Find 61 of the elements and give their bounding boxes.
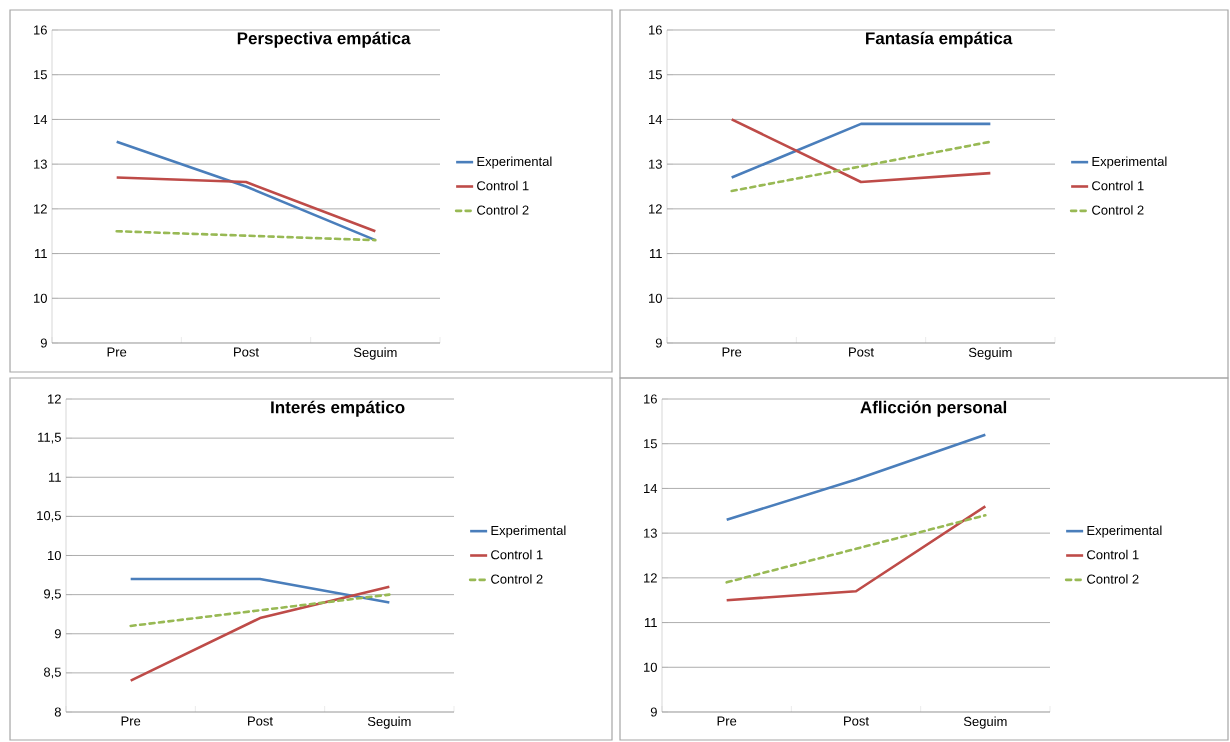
y-tick-label: 12 [34,204,47,214]
chart-title: Aflicción personal [860,400,1007,417]
y-tick-label: 10 [649,293,662,303]
y-tick-label: 13 [649,159,662,169]
y-tick-label: 13 [644,528,657,538]
legend-label: Control 1 [1087,549,1139,560]
y-tick-label: 11 [644,618,657,628]
y-tick-label: 16 [649,25,662,35]
y-tick-label: 9 [650,707,657,717]
y-tick-label: 10,5 [37,511,61,522]
y-tick-label: 16 [644,394,657,404]
y-tick-label: 15 [644,439,657,449]
x-tick-label: Seguim [367,716,411,729]
legend-label: Experimental [1092,156,1167,169]
x-tick-label: Seguim [353,347,397,360]
y-tick-label: 14 [34,114,48,124]
legend-label: Control 2 [1092,205,1144,215]
y-tick-label: 15 [649,70,662,80]
legend-label: Control 1 [1092,180,1144,191]
legend-label: Control 1 [477,180,529,191]
y-tick-label: 14 [649,114,663,124]
y-tick-label: 16 [34,25,47,35]
legend-label: Experimental [1087,525,1162,538]
x-tick-label: Seguim [968,347,1012,360]
x-tick-label: Pre [121,716,141,726]
y-tick-label: 9,5 [44,589,61,600]
y-tick-label: 8,5 [43,667,61,679]
legend-label: Control 2 [477,205,529,215]
y-tick-label: 11 [48,472,61,482]
x-tick-label: Post [248,716,273,726]
x-tick-label: Pre [717,716,737,726]
chart-title: Perspectiva empática [237,31,411,48]
y-tick-label: 10 [644,662,657,672]
y-tick-label: 10 [48,550,61,561]
y-tick-label: 12 [649,204,662,214]
legend-label: Control 1 [491,549,543,560]
legend-label: Control 2 [1087,574,1139,584]
chart-title: Interés empático [271,400,405,417]
x-tick-label: Post [844,716,869,726]
legend-label: Control 2 [491,574,543,584]
y-tick-label: 9 [655,338,662,348]
legend-label: Experimental [491,525,566,538]
y-tick-label: 10 [34,293,47,303]
y-tick-label: 8 [54,707,61,717]
legend-label: Experimental [477,156,552,169]
y-tick-label: 14 [644,483,658,493]
y-tick-label: 11,5 [38,432,61,444]
y-tick-label: 11 [34,249,47,259]
y-tick-label: 13 [34,159,47,169]
x-tick-label: Pre [107,347,127,357]
chart-title: Fantasía empática [866,31,1013,48]
y-tick-label: 15 [34,70,47,80]
y-tick-label: 11 [649,249,662,259]
x-tick-label: Seguim [963,716,1007,729]
y-tick-label: 9 [54,629,61,639]
x-tick-label: Post [234,347,259,357]
x-tick-label: Pre [722,347,742,357]
y-tick-label: 12 [48,394,61,404]
x-tick-label: Post [849,347,874,357]
y-tick-label: 9 [40,338,47,348]
y-tick-label: 12 [644,573,657,583]
